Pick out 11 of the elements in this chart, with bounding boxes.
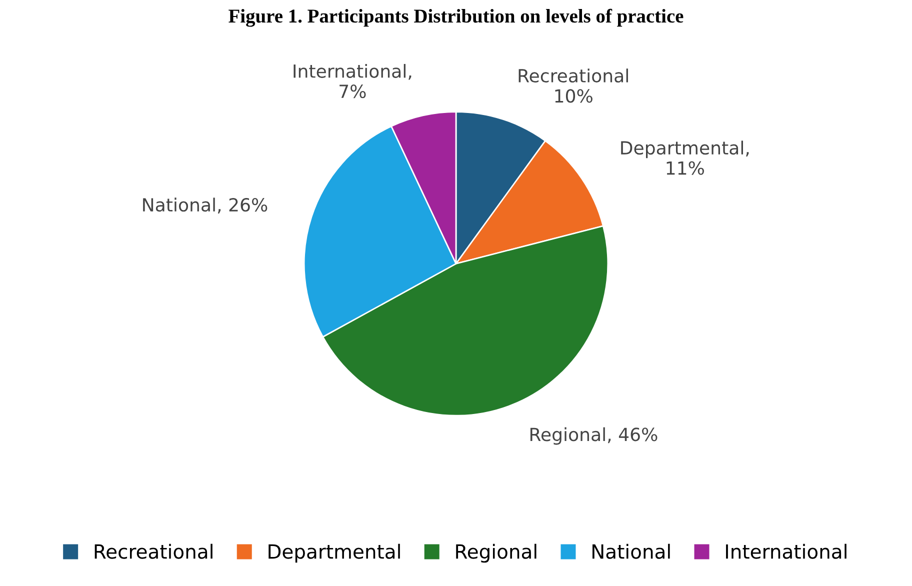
legend-label: Recreational [94, 544, 212, 559]
legend-label: National [592, 544, 670, 559]
legend-label: Regional [456, 544, 536, 563]
data-label: Departmental, 11% [621, 140, 749, 175]
data-label: International, 7% [294, 64, 412, 98]
legend-label: Departmental [268, 544, 400, 563]
legend-label: International [726, 544, 846, 559]
chart-title: Figure 1. Participants Distribution on levels of practice [228, 8, 684, 27]
data-label: Recreational 10% [518, 68, 628, 103]
data-label: Regional, 46% [530, 427, 658, 445]
data-label: National, 26% [143, 198, 268, 214]
